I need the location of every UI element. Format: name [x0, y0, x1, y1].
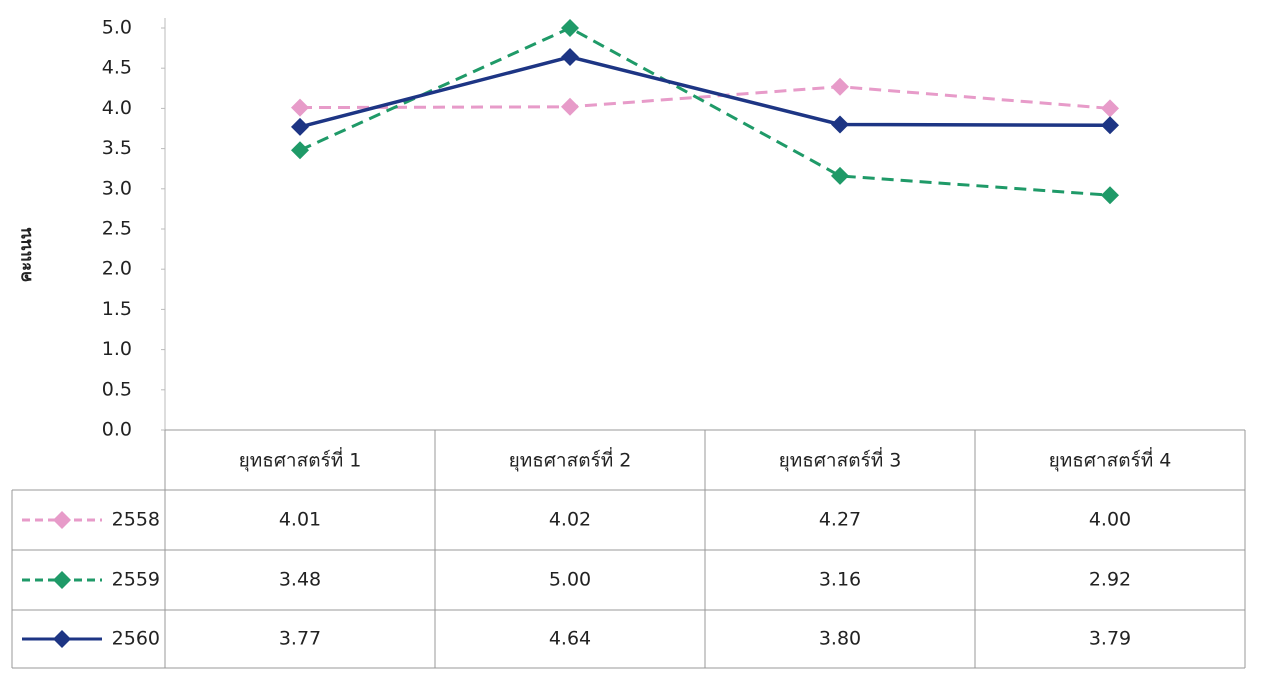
data-point [291, 141, 309, 160]
value-label: 3.48 [279, 569, 321, 591]
y-tick-label: 0.5 [102, 378, 132, 400]
y-tick-label: 4.0 [102, 97, 132, 119]
series-line [299, 26, 1111, 197]
y-tick-label: 0.0 [102, 419, 132, 441]
y-tick-label: 1.5 [102, 298, 132, 320]
y-tick-label: 1.0 [102, 338, 132, 360]
y-tick-label: 4.5 [102, 57, 132, 79]
value-label: 4.27 [819, 509, 861, 531]
value-label: 4.00 [1089, 509, 1131, 531]
legend-marker [53, 571, 71, 589]
data-point [831, 166, 849, 185]
series-line [299, 55, 1111, 129]
y-tick-label: 2.5 [102, 218, 132, 240]
value-label: 3.79 [1089, 628, 1131, 650]
data-point [1101, 116, 1119, 135]
category-label: ยุทธศาสตร์ที่ 4 [1049, 447, 1172, 473]
data-point [291, 117, 309, 136]
data-point [831, 77, 849, 96]
legend-marker [53, 630, 71, 648]
y-tick-label: 3.0 [102, 177, 132, 199]
data-point [561, 19, 579, 37]
y-tick-label: 5.0 [102, 17, 132, 39]
value-label: 3.77 [279, 628, 321, 650]
legend-marker [53, 511, 71, 529]
value-label: 3.16 [819, 569, 861, 591]
data-point [291, 98, 309, 117]
category-label: ยุทธศาสตร์ที่ 3 [779, 447, 902, 473]
value-label: 4.02 [549, 509, 591, 531]
value-label: 4.64 [549, 628, 591, 650]
data-point [831, 115, 849, 134]
value-label: 3.80 [819, 628, 861, 650]
data-point [1101, 186, 1119, 205]
y-tick-label: 3.5 [102, 137, 132, 159]
value-label: 2.92 [1089, 569, 1131, 591]
legend-label: 2560 [112, 628, 160, 650]
y-axis-label: คะแนน [16, 227, 36, 282]
data-point [1101, 99, 1119, 118]
category-label: ยุทธศาสตร์ที่ 2 [509, 447, 632, 473]
y-tick-label: 2.0 [102, 258, 132, 280]
category-label: ยุทธศาสตร์ที่ 1 [239, 447, 362, 473]
data-point [561, 47, 579, 66]
legend-label: 2558 [112, 509, 160, 531]
data-point [561, 97, 579, 116]
series-line [299, 85, 1111, 110]
value-label: 5.00 [549, 569, 591, 591]
value-label: 4.01 [279, 509, 321, 531]
legend-label: 2559 [112, 569, 160, 591]
